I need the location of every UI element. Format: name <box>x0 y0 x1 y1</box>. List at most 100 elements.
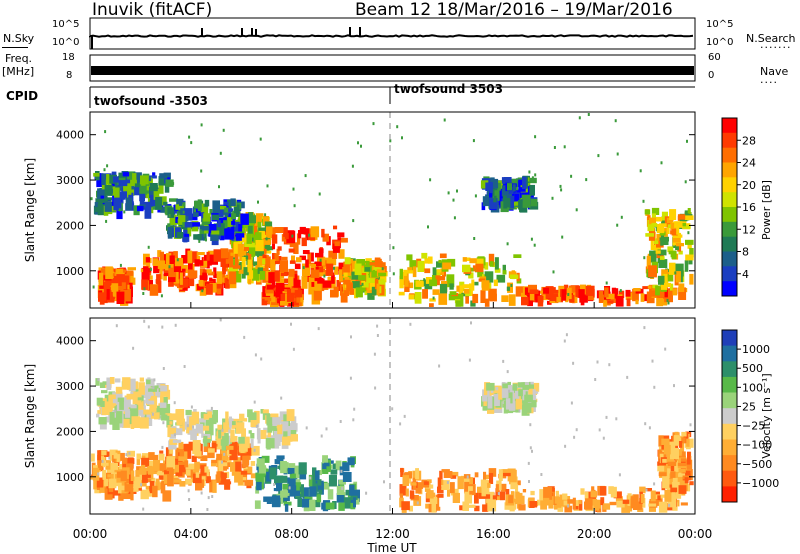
data-cell <box>666 441 676 454</box>
data-cell <box>450 482 455 494</box>
data-cell <box>657 287 665 298</box>
data-speck <box>119 263 122 267</box>
data-cell <box>446 274 455 288</box>
data-cell <box>139 417 149 429</box>
data-cell <box>676 224 680 235</box>
data-cell <box>526 384 534 389</box>
data-cell <box>606 300 614 304</box>
data-cell <box>293 274 298 285</box>
data-speck <box>689 423 692 427</box>
data-speck <box>253 400 256 404</box>
nsky-tick-bottom: 10^0 <box>52 37 80 48</box>
y-tick-label: 1000 <box>56 265 84 278</box>
data-cell <box>274 270 280 282</box>
data-cell <box>515 399 522 410</box>
data-cell <box>518 504 526 511</box>
data-speck <box>221 428 224 432</box>
data-cell <box>429 298 436 302</box>
data-cell <box>684 215 694 220</box>
data-cell <box>224 228 233 240</box>
data-cell <box>671 250 677 260</box>
data-cell <box>250 420 258 427</box>
data-cell <box>266 471 272 482</box>
data-speck <box>143 287 146 291</box>
data-cell <box>275 282 285 292</box>
data-speck <box>401 136 403 140</box>
data-cell <box>288 463 296 468</box>
data-cell <box>131 416 141 428</box>
data-cell <box>314 261 322 267</box>
data-cell <box>309 499 316 511</box>
data-cell <box>202 272 207 286</box>
data-cell <box>290 425 297 429</box>
data-cell <box>503 198 511 209</box>
data-cell <box>101 462 109 466</box>
data-cell <box>310 264 316 269</box>
data-cell <box>239 235 249 243</box>
data-cell <box>677 214 686 220</box>
data-cell <box>659 237 664 241</box>
data-cell <box>338 480 346 485</box>
data-speck <box>534 173 537 177</box>
data-cell <box>288 248 295 253</box>
data-cell <box>113 176 119 183</box>
data-cell <box>464 491 472 504</box>
data-cell <box>120 287 127 295</box>
data-cell <box>121 415 131 428</box>
data-cell <box>655 250 661 254</box>
data-speck <box>273 483 276 486</box>
data-cell <box>216 218 226 226</box>
data-cell <box>325 502 335 510</box>
data-speck <box>219 151 222 155</box>
data-speck <box>614 119 617 123</box>
data-cell <box>312 467 317 480</box>
data-cell <box>119 452 125 461</box>
data-cell <box>270 289 279 295</box>
data-speck <box>105 219 108 223</box>
data-cell <box>113 275 121 283</box>
data-cell <box>109 394 116 407</box>
data-cell <box>240 470 248 475</box>
data-cell <box>169 413 178 421</box>
data-cell <box>96 479 104 488</box>
data-cell <box>176 428 183 436</box>
data-cell <box>352 281 360 289</box>
data-cell <box>458 285 464 298</box>
data-speck <box>173 401 176 405</box>
data-cell <box>492 262 496 268</box>
data-cell <box>505 398 511 410</box>
data-cell <box>302 250 310 255</box>
data-speck <box>118 208 121 212</box>
data-cell <box>457 476 464 490</box>
data-cell <box>657 494 665 498</box>
data-cell <box>110 203 117 212</box>
data-cell <box>501 185 508 197</box>
data-cell <box>683 432 689 444</box>
data-cell <box>105 278 115 286</box>
data-cell <box>358 275 366 281</box>
data-cell <box>584 501 592 510</box>
data-speck <box>552 270 555 274</box>
data-cell <box>627 493 632 506</box>
x-tick-label: 00:00 <box>73 527 108 541</box>
data-cell <box>566 287 572 300</box>
data-cell <box>153 188 160 200</box>
data-cell <box>115 474 121 485</box>
power-panel: 1000 2000 3000 4000 <box>56 111 696 309</box>
data-speck <box>575 208 578 212</box>
data-cell <box>498 387 503 400</box>
data-cell <box>678 250 683 255</box>
data-cell <box>122 403 129 412</box>
data-speck <box>292 347 295 351</box>
data-cell <box>180 208 185 221</box>
data-cell <box>155 405 161 419</box>
data-cell <box>184 222 189 236</box>
data-cell <box>141 457 150 467</box>
data-cell <box>287 467 295 475</box>
data-cell <box>113 197 122 211</box>
data-cell <box>644 209 651 215</box>
colorbar-swatch <box>722 118 737 134</box>
colorbar-swatch <box>722 192 737 208</box>
data-cell <box>435 506 441 511</box>
data-cell <box>101 390 108 394</box>
